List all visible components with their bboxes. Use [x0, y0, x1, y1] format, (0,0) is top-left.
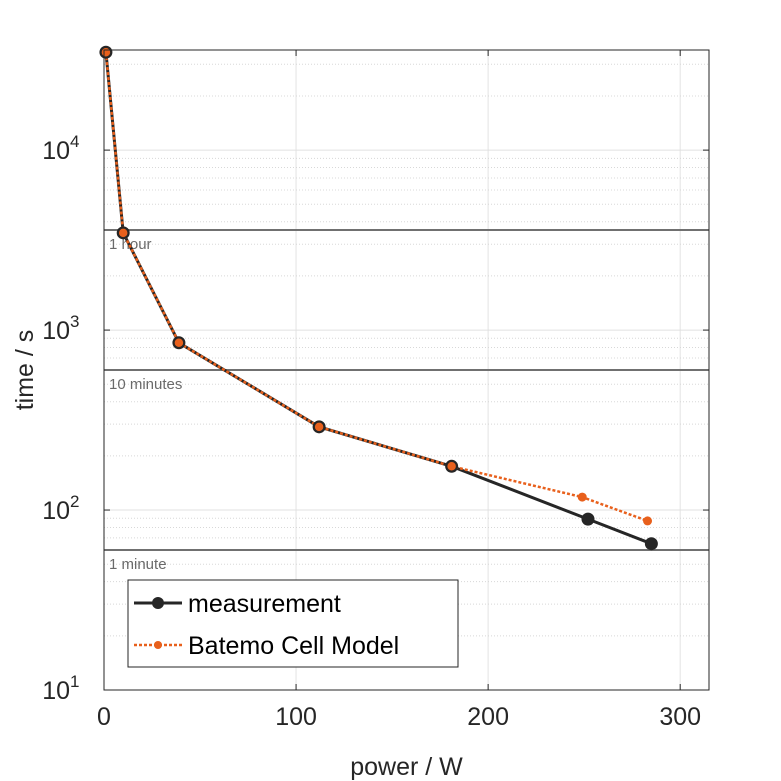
model-point — [117, 227, 129, 239]
x-axis-title: power / W — [350, 753, 463, 781]
y-tick-exponent: 3 — [70, 312, 79, 331]
series-line-0 — [104, 52, 652, 546]
legend-marker-0 — [152, 597, 164, 609]
y-tick-exponent: 1 — [70, 672, 79, 691]
y-axis-title: time / s — [11, 330, 39, 411]
model-point — [577, 492, 587, 502]
x-tick-label: 0 — [97, 703, 111, 731]
x-tick-label: 100 — [275, 703, 317, 731]
x-tick-label: 200 — [467, 703, 509, 731]
x-tick-label: 300 — [659, 703, 701, 731]
y-tick-label: 104 — [42, 132, 79, 165]
model-point — [643, 516, 653, 526]
model-point — [445, 460, 458, 473]
legend-marker-1 — [154, 641, 162, 649]
model-point — [313, 421, 325, 433]
model-point — [100, 46, 112, 58]
measurement-point — [581, 512, 595, 526]
y-tick-base: 10 — [42, 677, 70, 705]
legend-box — [127, 579, 459, 668]
legend: measurement Batemo Cell Model — [127, 579, 459, 668]
y-tick-base: 10 — [42, 137, 70, 165]
plot-area-border — [103, 49, 710, 691]
y-tick-base: 10 — [42, 317, 70, 345]
measurement-point — [644, 537, 658, 551]
y-tick-exponent: 4 — [70, 132, 79, 151]
y-tick-exponent: 2 — [70, 492, 79, 511]
legend-label-0: measurement — [188, 590, 341, 618]
series-line-1 — [104, 52, 648, 523]
series — [99, 45, 658, 551]
model-point — [173, 337, 185, 349]
reference-line-label: 1 minute — [109, 556, 167, 573]
y-tick-label: 103 — [42, 312, 79, 345]
legend-label-1: Batemo Cell Model — [188, 632, 399, 660]
reference-line-label: 10 minutes — [109, 376, 182, 393]
y-tick-base: 10 — [42, 497, 70, 525]
y-tick-label: 102 — [42, 492, 79, 525]
y-tick-label: 101 — [42, 672, 79, 705]
